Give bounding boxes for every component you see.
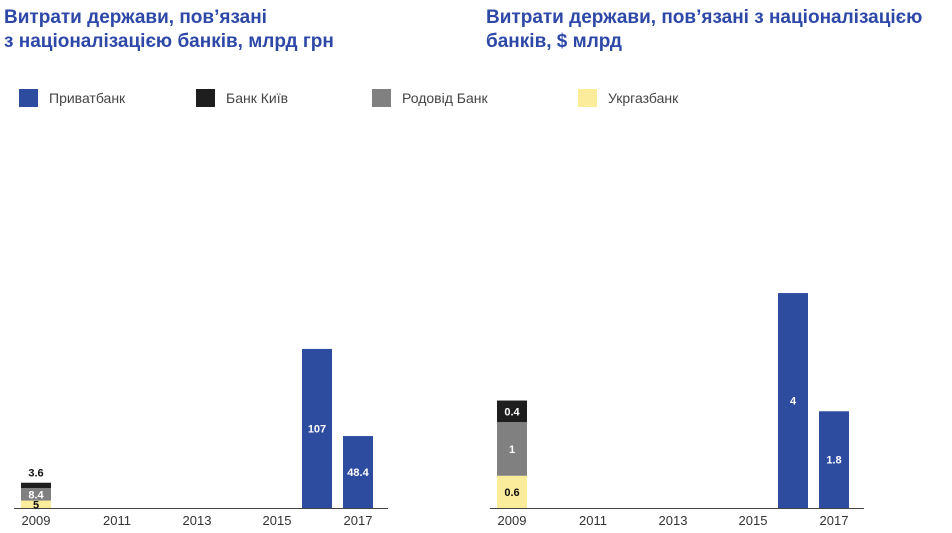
- bar-2017-приватбанк: [343, 436, 373, 508]
- x-tick-label-2017: 2017: [820, 513, 849, 528]
- data-label-2009-родовід-банк: 1: [509, 444, 515, 456]
- legend-swatch-bank-kyiv: [196, 89, 215, 107]
- bar-2009-родовід-банк: [497, 422, 527, 476]
- x-tick-label-2015: 2015: [263, 513, 292, 528]
- x-tick-label-2013: 2013: [659, 513, 688, 528]
- data-label-2017-приватбанк: 48.4: [347, 467, 369, 479]
- legend-swatch-rodovid-bank: [372, 89, 391, 107]
- bar-2009-банк-київ: [21, 482, 51, 489]
- bar-2016-приватбанк: [778, 293, 808, 508]
- legend-label-ukrgazbank: Укргазбанк: [608, 90, 679, 106]
- chart-title-uah: Витрати держави, пов’язані з націоналіза…: [4, 6, 424, 54]
- chart-title-usd-line-2: банків, $ млрд: [486, 31, 622, 52]
- legend-label-privatbank: Приватбанк: [49, 90, 126, 106]
- data-label-2009-банк-київ: 0.4: [504, 406, 520, 418]
- bar-2016-приватбанк: [302, 348, 332, 508]
- data-label-2016-приватбанк: 4: [790, 396, 797, 408]
- chart-uah: 2009 2011 2013 2015 2017 58.4 3.6 107 48.4: [14, 348, 388, 528]
- x-tick-label-2013: 2013: [183, 513, 212, 528]
- x-tick-label-2009: 2009: [498, 513, 527, 528]
- chart-title-usd: Витрати держави, пов’язані з націоналіза…: [486, 6, 952, 54]
- legend-label-bank-kyiv: Банк Київ: [226, 90, 289, 106]
- bar-2009-банк-київ: [497, 400, 527, 423]
- chart-title-usd-line-1: Витрати держави, пов’язані з націоналіза…: [486, 7, 923, 28]
- chart-title-uah-line-2: з націоналізацією банків, млрд грн: [4, 31, 334, 52]
- x-tick-label-2017: 2017: [344, 513, 373, 528]
- legend-label-rodovid-bank: Родовід Банк: [402, 90, 488, 106]
- x-tick-label-2011: 2011: [579, 513, 607, 528]
- legend-swatch-privatbank: [19, 89, 38, 107]
- data-label-2016-приватбанк: 107: [308, 423, 326, 435]
- chart-usd: 2009 2011 2013 2015 2017 0.6 1 0.4 4 1.8: [490, 293, 864, 528]
- data-label-2009-родовід-банк: 8.4: [28, 489, 44, 501]
- data-label-2009-банк-київ: 3.6: [28, 468, 43, 480]
- bar-2009-укргазбанк: [21, 500, 51, 508]
- bar-2009-родовід-банк: [21, 488, 51, 501]
- bar-2017-приватбанк: [819, 411, 849, 508]
- data-label-2009-укргазбанк: 5: [33, 499, 39, 511]
- bar-2009-укргазбанк: [497, 475, 527, 508]
- x-tick-label-2015: 2015: [739, 513, 768, 528]
- legend-swatch-ukrgazbank: [578, 89, 597, 107]
- data-label-2009-укргазбанк: 0.6: [504, 487, 519, 499]
- x-tick-label-2011: 2011: [103, 513, 131, 528]
- data-label-2017-приватбанк: 1.8: [826, 455, 841, 467]
- x-tick-label-2009: 2009: [22, 513, 51, 528]
- chart-title-uah-line-1: Витрати держави, пов’язані: [4, 7, 267, 28]
- legend: Приватбанк Банк Київ Родовід Банк Укргаз…: [0, 88, 952, 110]
